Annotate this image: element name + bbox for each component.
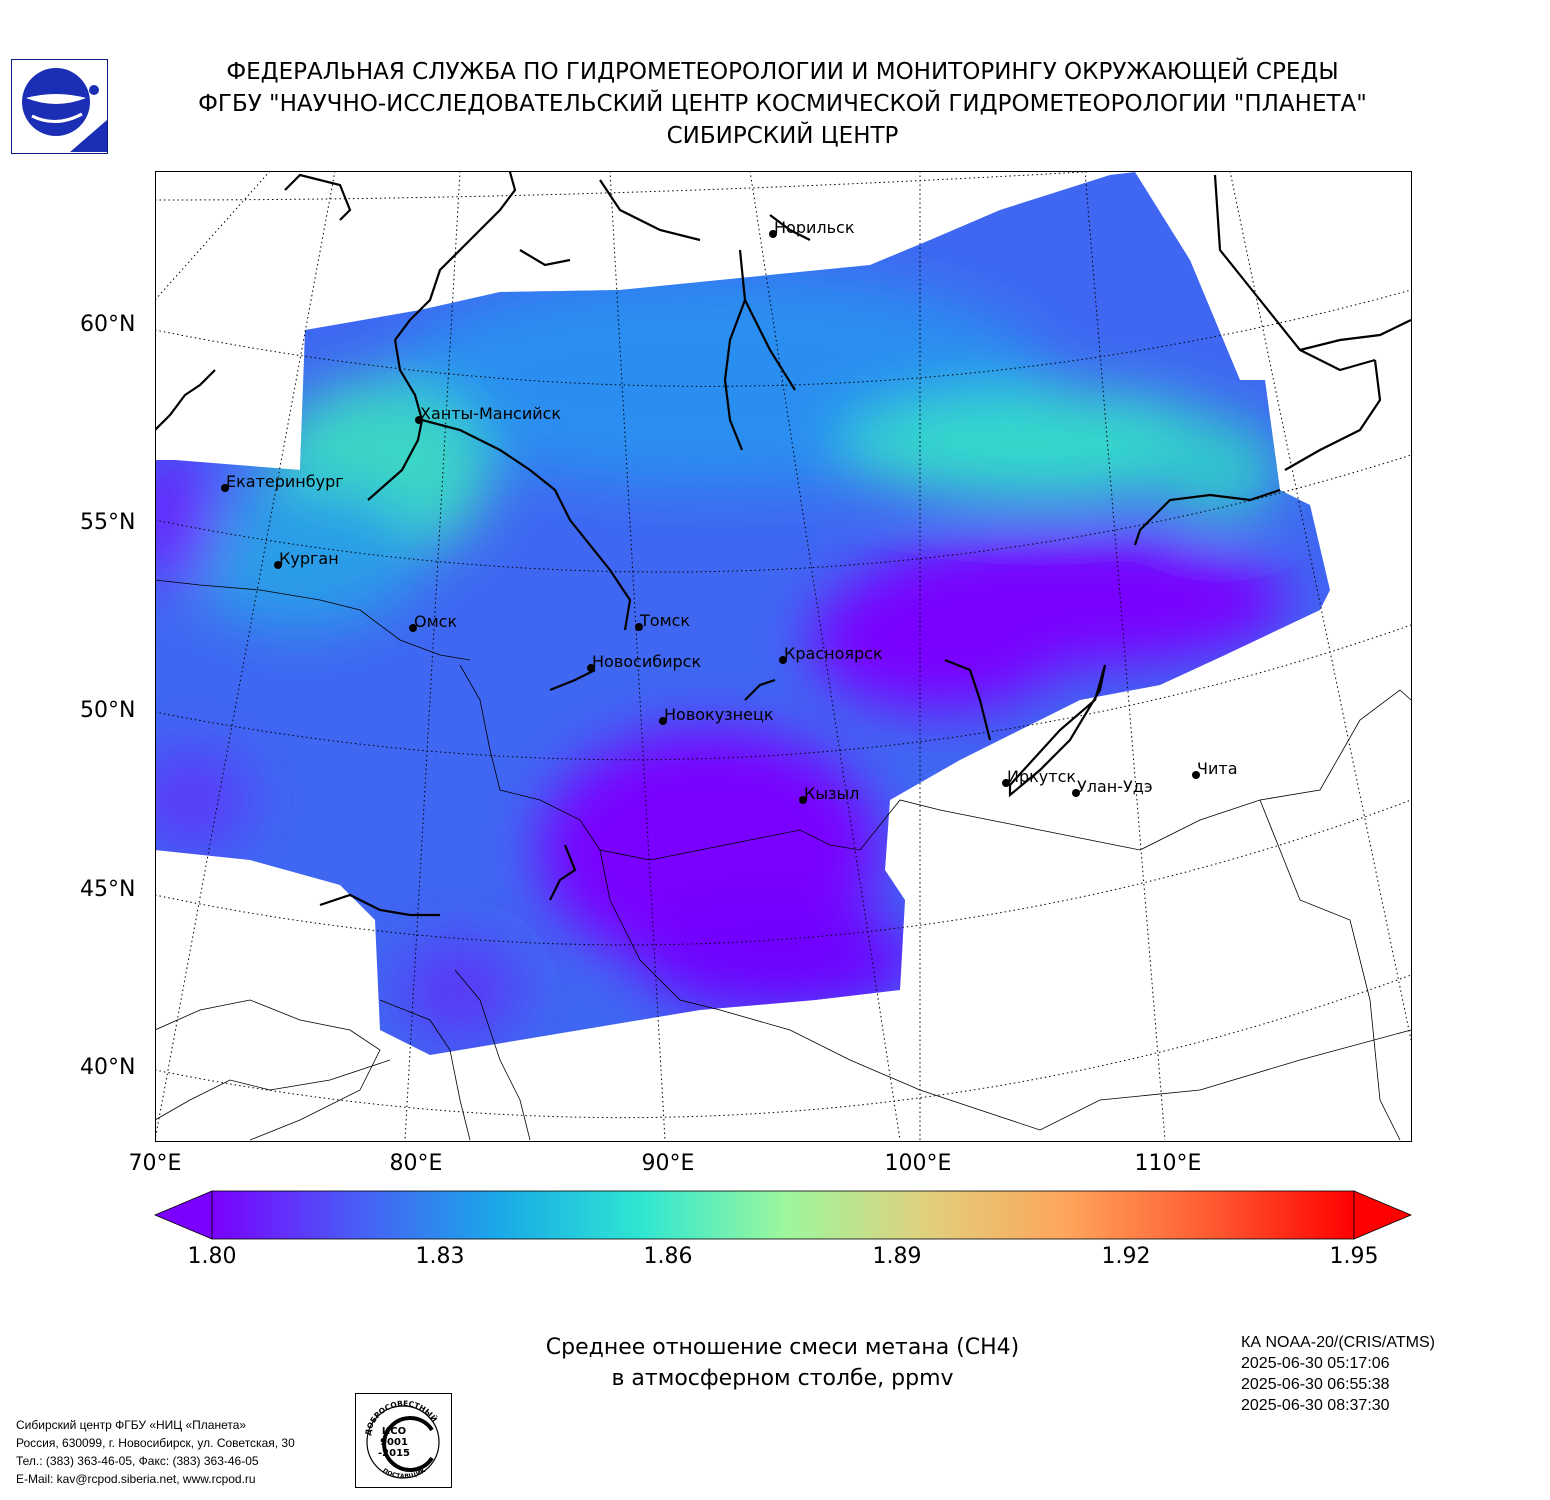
planeta-logo-icon: [22, 68, 107, 152]
city-marker: [1072, 789, 1080, 797]
city-label: Чита: [1197, 759, 1238, 778]
header-line-3: СИБИРСКИЙ ЦЕНТР: [666, 123, 899, 149]
city-marker: [1002, 779, 1010, 787]
city-label: Новокузнецк: [664, 705, 774, 724]
city-label: Томск: [639, 611, 690, 630]
contact-address: Россия, 630099, г. Новосибирск, ул. Сове…: [16, 1436, 295, 1450]
country-borders: [155, 579, 1411, 1141]
city-marker: [409, 624, 417, 632]
lat-label-45: 45°N: [80, 877, 136, 902]
contact-phone: Тел.: (383) 363-46-05, Факс: (383) 363-4…: [16, 1454, 259, 1468]
iso-seal-icon: ДОБРОСОВЕСТНЫЙ ИСО 9001 -2015 ПОСТАВЩИК: [363, 1399, 440, 1480]
lat-label-60: 60°N: [80, 312, 136, 337]
satellite-time-1: 2025-06-30 05:17:06: [1241, 1355, 1390, 1372]
header-line-1: ФЕДЕРАЛЬНАЯ СЛУЖБА ПО ГИДРОМЕТЕОРОЛОГИИ …: [226, 59, 1339, 85]
colorbar-max-arrow: [1353, 1190, 1413, 1240]
colorbar-ramp: [211, 1190, 1355, 1240]
city-label: Кызыл: [804, 784, 859, 803]
city-marker: [779, 656, 787, 664]
city-marker: [221, 484, 229, 492]
city-label: Новосибирск: [592, 652, 701, 671]
satellite-time-2: 2025-06-30 06:55:38: [1241, 1376, 1390, 1393]
city-label: Красноярск: [784, 644, 883, 663]
city-label: Ханты-Мансийск: [420, 404, 561, 423]
city-marker: [274, 561, 282, 569]
iso-year: -2015: [378, 1448, 410, 1459]
colorbar-min-arrow: [153, 1190, 213, 1240]
lat-label-50: 50°N: [80, 698, 136, 723]
city-marker: [799, 796, 807, 804]
city-label: Омск: [414, 612, 457, 631]
colorbar-tick-4: 1.89: [872, 1244, 922, 1269]
city-marker: [769, 230, 777, 238]
colorbar-tick-3: 1.86: [643, 1244, 693, 1269]
lon-label-110: 110°E: [1134, 1151, 1202, 1176]
city-label: Иркутск: [1007, 767, 1076, 786]
city-label: Екатеринбург: [226, 472, 344, 491]
planeta-logo: [11, 59, 108, 154]
lon-label-80: 80°E: [389, 1151, 443, 1176]
city-marker: [659, 717, 667, 725]
lat-label-40: 40°N: [80, 1055, 136, 1080]
colorbar-tick-6: 1.95: [1329, 1244, 1379, 1269]
satellite-name: КА NOAA-20/(CRIS/ATMS): [1241, 1334, 1435, 1351]
iso-label: ИСО: [382, 1426, 406, 1437]
cities: Норильск Ханты-Мансийск Екатеринбург Курган…: [221, 218, 1238, 804]
contact-email: E-Mail: kav@rcpod.siberia.net, www.rcpod…: [16, 1472, 256, 1486]
header-line-2: ФГБУ "НАУЧНО-ИССЛЕДОВАТЕЛЬСКИЙ ЦЕНТР КОС…: [198, 91, 1367, 117]
city-marker: [635, 623, 643, 631]
satellite-time-3: 2025-06-30 08:37:30: [1241, 1397, 1390, 1414]
city-marker: [415, 416, 423, 424]
colorbar-tick-5: 1.92: [1101, 1244, 1151, 1269]
lon-label-70: 70°E: [128, 1151, 182, 1176]
city-label: Курган: [279, 549, 339, 568]
lon-label-100: 100°E: [884, 1151, 952, 1176]
colorbar-tick-1: 1.80: [187, 1244, 237, 1269]
city-label: Норильск: [774, 218, 855, 237]
colorbar: [153, 1190, 1413, 1240]
iso-number: 9001: [380, 1437, 408, 1448]
contact-org: Сибирский центр ФГБУ «НИЦ «Планета»: [16, 1418, 247, 1432]
iso-9001-badge: ДОБРОСОВЕСТНЫЙ ИСО 9001 -2015 ПОСТАВЩИК: [355, 1393, 452, 1488]
caption-line-1: Среднее отношение смеси метана (CH4): [545, 1335, 1020, 1360]
lon-label-90: 90°E: [641, 1151, 695, 1176]
lat-label-55: 55°N: [80, 510, 136, 535]
methane-data-swath: [155, 172, 1330, 1055]
caption-line-2: в атмосферном столбе, ppmv: [611, 1366, 954, 1391]
city-marker: [1192, 771, 1200, 779]
city-label: Улан-Удэ: [1077, 777, 1153, 796]
rivers-and-lakes: [155, 171, 1411, 917]
colorbar-tick-2: 1.83: [415, 1244, 465, 1269]
city-marker: [587, 664, 595, 672]
map-frame: [155, 171, 1412, 1142]
